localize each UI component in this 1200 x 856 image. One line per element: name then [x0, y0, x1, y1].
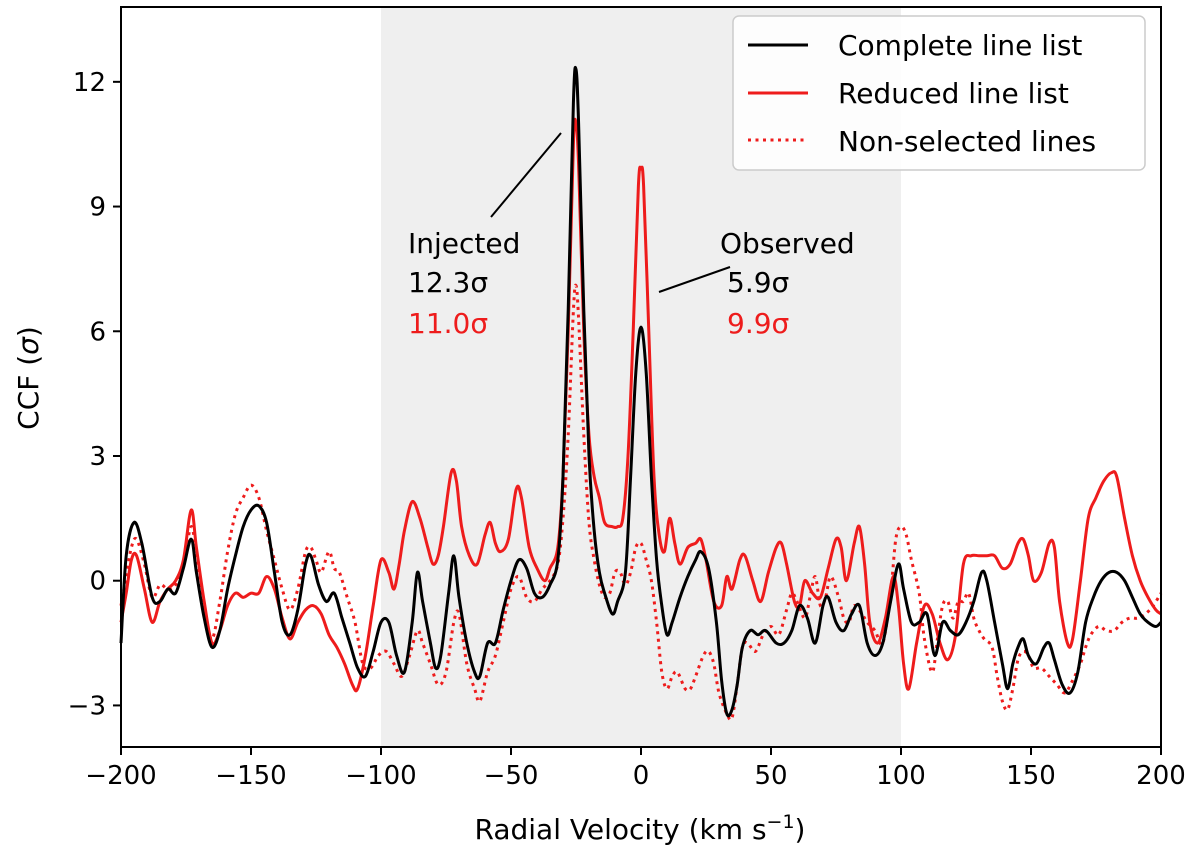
y-tick-label: 9: [89, 193, 106, 223]
legend-label-non-selected: Non-selected lines: [838, 125, 1096, 158]
x-tick-label: −150: [215, 761, 286, 791]
observed-complete-value: 5.9σ: [727, 266, 789, 299]
legend: Complete line list Reduced line list Non…: [732, 15, 1146, 171]
x-axis-title-main: Radial Velocity (km s: [475, 813, 767, 846]
x-tick-label: 50: [754, 761, 787, 791]
y-tick-label: −3: [68, 691, 106, 721]
x-tick-label: 200: [1136, 761, 1186, 791]
x-tick-label: 0: [633, 761, 650, 791]
observed-label: Observed: [720, 227, 855, 260]
y-tick-label: 3: [89, 442, 106, 472]
y-tick-label: 12: [73, 68, 106, 98]
legend-label-complete: Complete line list: [838, 29, 1082, 62]
y-tick-label: 0: [89, 567, 106, 597]
series-complete-line-list: [119, 65, 1163, 718]
series-reduced-line-list: [119, 117, 1162, 693]
legend-box: [732, 15, 1146, 171]
y-axis-title: CCF (σ): [12, 326, 45, 430]
injected-leader-line: [490, 132, 562, 218]
x-axis-title: Radial Velocity (km s−1): [475, 811, 806, 846]
x-tick-label: 100: [876, 761, 926, 791]
injected-reduced-value: 11.0σ: [408, 307, 488, 340]
series-layer: [119, 65, 1163, 722]
x-tick-label: −50: [484, 761, 539, 791]
injected-complete-value: 12.3σ: [408, 266, 488, 299]
x-tick-label: −100: [345, 761, 416, 791]
y-axis-title-sigma: σ: [12, 336, 45, 355]
y-tick-label: 6: [89, 317, 106, 347]
x-tick-label: −200: [85, 761, 156, 791]
x-axis-title-superscript: −1: [767, 811, 795, 833]
x-axis-title-close: ): [795, 813, 806, 846]
injected-label: Injected: [408, 227, 520, 260]
observed-leader-line: [658, 266, 731, 293]
y-axis-title-close: ): [12, 326, 45, 337]
observed-reduced-value: 9.9σ: [727, 307, 789, 340]
y-axis-title-main: CCF (: [12, 355, 45, 430]
legend-label-reduced: Reduced line list: [838, 77, 1069, 110]
y-axis-ticks: −3 0 3 6 9 12: [68, 68, 121, 721]
x-axis-ticks: −200 −150 −100 −50 0 50 100 150 200: [85, 747, 1186, 791]
x-tick-label: 150: [1006, 761, 1056, 791]
